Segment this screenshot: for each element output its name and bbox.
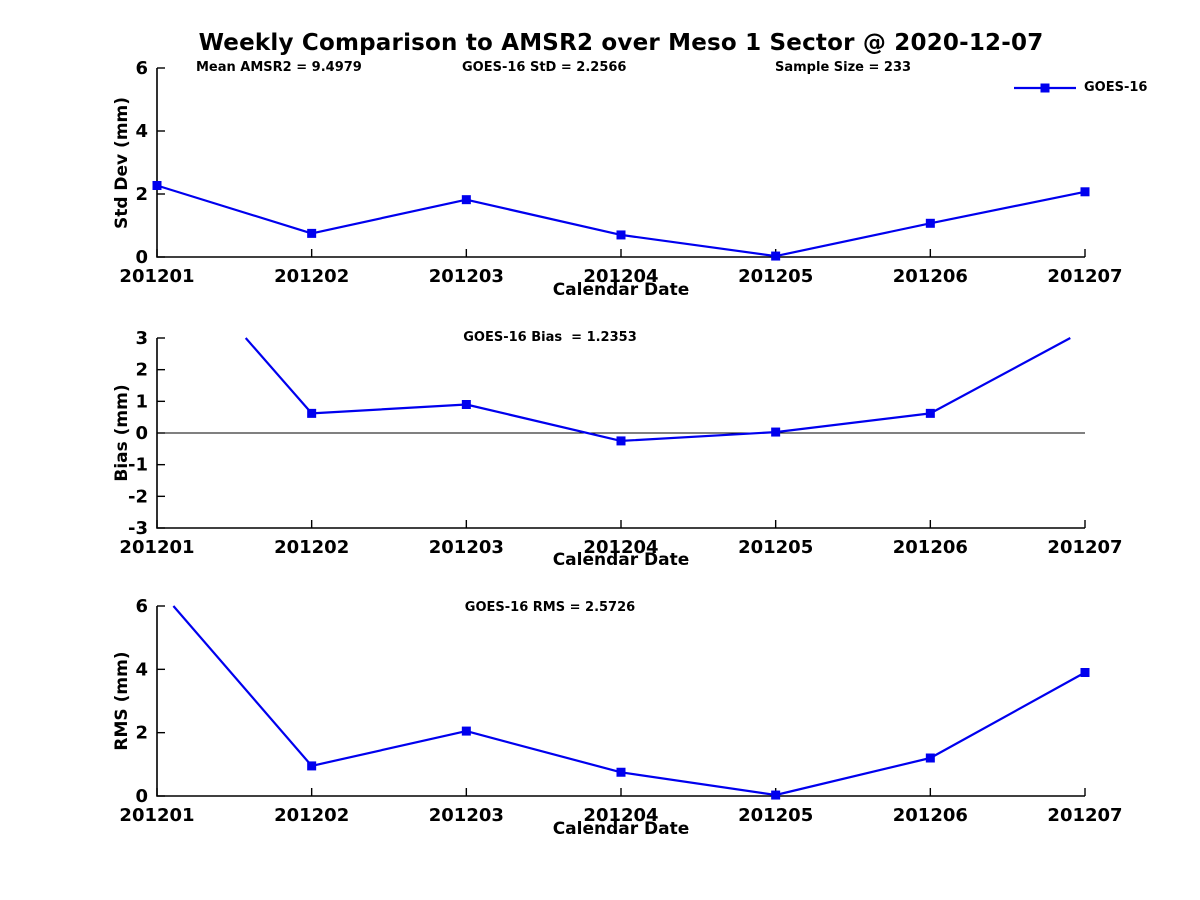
y-tick-label: 6 bbox=[135, 58, 148, 79]
x-tick-label: 201207 bbox=[1047, 537, 1122, 558]
data-point-marker bbox=[461, 400, 471, 409]
data-point-marker bbox=[307, 408, 317, 418]
data-point-marker bbox=[1080, 187, 1090, 197]
data-point-marker bbox=[771, 427, 781, 437]
y-tick-label: 4 bbox=[135, 121, 148, 142]
data-point-marker bbox=[616, 767, 626, 777]
x-tick-label: 201204 bbox=[583, 266, 658, 287]
x-tick-label: 201205 bbox=[738, 266, 813, 287]
series-line bbox=[172, 605, 1086, 797]
y-axis-label-stddev: Std Dev (mm) bbox=[112, 96, 132, 230]
x-tick-label: 201207 bbox=[1047, 805, 1122, 826]
x-tick-label: 201201 bbox=[119, 537, 194, 558]
x-tick-label: 201206 bbox=[893, 537, 968, 558]
subplot-title-rms: GOES-16 RMS = 2.5726 bbox=[464, 600, 636, 615]
stat-sample-size: Sample Size = 233 bbox=[775, 60, 912, 75]
data-point-marker bbox=[461, 726, 471, 736]
y-tick-label: 4 bbox=[135, 659, 148, 680]
subplot-2: 0 2 4 6 201201 201202 201203 201204 201205 201206… bbox=[119, 596, 1122, 826]
data-point-marker bbox=[925, 408, 935, 418]
x-tick-label: 201201 bbox=[119, 805, 194, 826]
data-point-marker bbox=[771, 251, 781, 261]
y-tick-label: -3 bbox=[128, 518, 148, 539]
y-tick-label: 0 bbox=[135, 786, 148, 807]
x-axis-label-bias: Calendar Date bbox=[552, 550, 690, 570]
subplot-title-bias: GOES-16 Bias = 1.2353 bbox=[463, 330, 637, 345]
x-tick-label: 201204 bbox=[583, 537, 658, 558]
legend-label: GOES-16 bbox=[1084, 80, 1148, 95]
y-tick-label: -1 bbox=[128, 455, 148, 476]
x-tick-label: 201203 bbox=[429, 805, 504, 826]
data-point-marker bbox=[616, 230, 626, 240]
x-tick-label: 201206 bbox=[893, 805, 968, 826]
legend: GOES-16 bbox=[1014, 80, 1147, 95]
y-tick-label: 0 bbox=[135, 247, 148, 268]
data-point-marker bbox=[307, 761, 317, 771]
data-point-marker bbox=[616, 436, 626, 446]
data-point-marker bbox=[771, 790, 781, 800]
y-tick-label: 1 bbox=[135, 391, 148, 412]
y-axis-label-bias: Bias (mm) bbox=[112, 384, 132, 482]
y-tick-label: 6 bbox=[135, 596, 148, 617]
stat-goes16-std: GOES-16 StD = 2.2566 bbox=[462, 60, 627, 75]
data-point-marker bbox=[152, 180, 162, 190]
x-tick-label: 201203 bbox=[429, 537, 504, 558]
y-tick-label: -2 bbox=[128, 486, 148, 507]
data-point-marker bbox=[461, 195, 471, 205]
series-line bbox=[156, 184, 1086, 258]
x-tick-label: 201202 bbox=[274, 805, 349, 826]
data-point-marker bbox=[925, 218, 935, 228]
data-point-marker bbox=[307, 228, 317, 238]
data-point-marker bbox=[925, 753, 935, 763]
x-tick-label: 201206 bbox=[893, 266, 968, 287]
series-line bbox=[244, 337, 1071, 442]
x-tick-label: 201203 bbox=[429, 266, 504, 287]
x-tick-label: 201207 bbox=[1047, 266, 1122, 287]
x-tick-label: 201204 bbox=[583, 805, 658, 826]
y-tick-label: 2 bbox=[135, 360, 148, 381]
x-axis-label-stddev: Calendar Date bbox=[552, 280, 690, 300]
subplot-0: 0 2 4 6 201201 201202 201203 201204 201205 201206… bbox=[119, 58, 1122, 287]
legend-line-marker-icon bbox=[1014, 83, 1076, 92]
y-tick-label: 0 bbox=[135, 423, 148, 444]
x-tick-label: 201205 bbox=[738, 805, 813, 826]
x-tick-label: 201205 bbox=[738, 537, 813, 558]
y-tick-label: 3 bbox=[135, 328, 148, 349]
stat-mean-amsr2: Mean AMSR2 = 9.4979 bbox=[196, 60, 362, 75]
x-tick-label: 201202 bbox=[274, 266, 349, 287]
x-axis-label-rms: Calendar Date bbox=[552, 819, 690, 839]
x-tick-label: 201201 bbox=[119, 266, 194, 287]
x-tick-label: 201202 bbox=[274, 537, 349, 558]
figure-title: Weekly Comparison to AMSR2 over Meso 1 S… bbox=[198, 30, 1044, 56]
data-point-marker bbox=[1080, 668, 1090, 677]
y-tick-label: 2 bbox=[135, 723, 148, 744]
y-axis-label-rms: RMS (mm) bbox=[112, 651, 132, 751]
axis-spines bbox=[156, 606, 1085, 797]
y-tick-label: 2 bbox=[135, 184, 148, 205]
